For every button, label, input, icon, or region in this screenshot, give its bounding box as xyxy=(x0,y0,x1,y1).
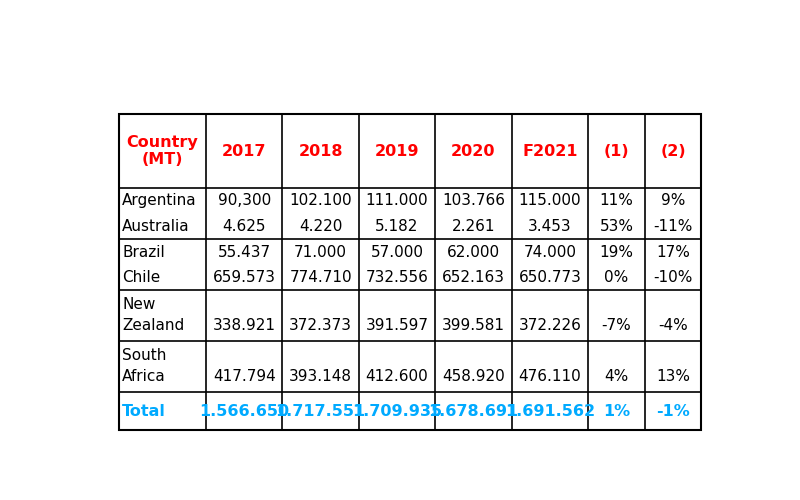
Text: 9%: 9% xyxy=(661,194,686,208)
Text: 13%: 13% xyxy=(656,368,690,384)
Text: 2.261: 2.261 xyxy=(452,219,495,234)
Text: 2019: 2019 xyxy=(374,144,419,158)
Text: 338.921: 338.921 xyxy=(213,318,276,332)
Text: 74.000: 74.000 xyxy=(523,244,576,260)
Text: 62.000: 62.000 xyxy=(447,244,500,260)
Text: 1.717.551: 1.717.551 xyxy=(275,404,366,418)
Text: 659.573: 659.573 xyxy=(213,270,276,285)
Text: Zealand: Zealand xyxy=(122,318,185,332)
Text: 774.710: 774.710 xyxy=(290,270,352,285)
Text: 458.920: 458.920 xyxy=(442,368,505,384)
Text: South: South xyxy=(122,348,166,363)
Text: 19%: 19% xyxy=(599,244,634,260)
Text: Total: Total xyxy=(122,404,166,418)
Text: Argentina: Argentina xyxy=(122,194,197,208)
Text: -1%: -1% xyxy=(656,404,690,418)
Text: 2018: 2018 xyxy=(298,144,343,158)
Text: F2021: F2021 xyxy=(522,144,578,158)
Text: 103.766: 103.766 xyxy=(442,194,505,208)
Text: 399.581: 399.581 xyxy=(442,318,505,332)
Text: 5.182: 5.182 xyxy=(375,219,418,234)
Text: 732.556: 732.556 xyxy=(366,270,429,285)
Text: 1.678.691: 1.678.691 xyxy=(428,404,518,418)
Text: (2): (2) xyxy=(661,144,686,158)
Text: 53%: 53% xyxy=(599,219,634,234)
Text: Country
(MT): Country (MT) xyxy=(126,135,198,167)
Text: 417.794: 417.794 xyxy=(213,368,276,384)
Text: 1.709.935: 1.709.935 xyxy=(352,404,442,418)
Text: 372.373: 372.373 xyxy=(289,318,352,332)
Text: 0%: 0% xyxy=(605,270,629,285)
Text: 4.625: 4.625 xyxy=(222,219,266,234)
Text: -4%: -4% xyxy=(658,318,688,332)
Text: 476.110: 476.110 xyxy=(518,368,582,384)
Text: -11%: -11% xyxy=(654,219,693,234)
Text: 412.600: 412.600 xyxy=(366,368,429,384)
Text: 115.000: 115.000 xyxy=(518,194,581,208)
Text: -7%: -7% xyxy=(602,318,631,332)
Text: (1): (1) xyxy=(604,144,630,158)
Text: 4%: 4% xyxy=(605,368,629,384)
Text: 4.220: 4.220 xyxy=(299,219,342,234)
Text: Australia: Australia xyxy=(122,219,190,234)
Bar xyxy=(118,114,702,430)
Text: 1.566.650: 1.566.650 xyxy=(199,404,290,418)
Text: New: New xyxy=(122,297,156,312)
Text: 393.148: 393.148 xyxy=(289,368,352,384)
Text: 652.163: 652.163 xyxy=(442,270,505,285)
Text: Chile: Chile xyxy=(122,270,161,285)
Text: 1%: 1% xyxy=(603,404,630,418)
Text: 71.000: 71.000 xyxy=(294,244,347,260)
Text: 11%: 11% xyxy=(600,194,634,208)
Text: 2017: 2017 xyxy=(222,144,266,158)
Text: 1.691.562: 1.691.562 xyxy=(505,404,595,418)
Text: 372.226: 372.226 xyxy=(518,318,582,332)
Text: 111.000: 111.000 xyxy=(366,194,428,208)
Text: 650.773: 650.773 xyxy=(518,270,582,285)
Text: 391.597: 391.597 xyxy=(366,318,429,332)
Text: 90,300: 90,300 xyxy=(218,194,271,208)
Text: 17%: 17% xyxy=(656,244,690,260)
Text: 55.437: 55.437 xyxy=(218,244,270,260)
Text: 2020: 2020 xyxy=(451,144,496,158)
Text: -10%: -10% xyxy=(654,270,693,285)
Text: 57.000: 57.000 xyxy=(370,244,423,260)
Text: 102.100: 102.100 xyxy=(290,194,352,208)
Text: Brazil: Brazil xyxy=(122,244,165,260)
Text: Africa: Africa xyxy=(122,368,166,384)
Text: 3.453: 3.453 xyxy=(528,219,572,234)
